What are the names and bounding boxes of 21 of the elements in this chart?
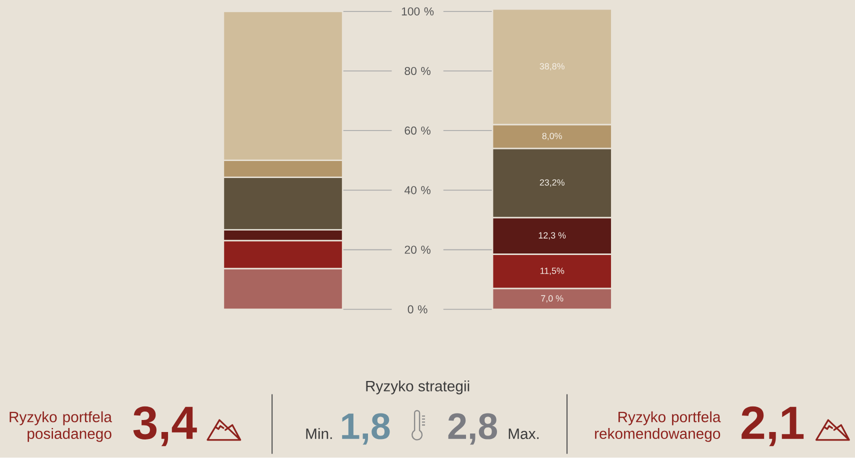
text: 2,8: [448, 413, 498, 445]
data-label: 38,8%: [540, 63, 564, 71]
y-tick-label: 80 %: [404, 67, 430, 76]
text: 2,1: [742, 406, 804, 446]
y-tick-label: 0 %: [408, 305, 428, 314]
data-label: 12,3 %: [538, 232, 566, 240]
data-label: 7,0 %: [541, 295, 564, 303]
data-label: 8,0%: [542, 132, 562, 140]
text: Ryzyko portfela posiadanego: [10, 411, 112, 442]
text: Min.: [306, 428, 332, 440]
text: Ryzyko strategii: [366, 380, 470, 394]
text: Ryzyko portfela rekomendowanego: [595, 411, 721, 442]
y-tick-label: 40 %: [404, 186, 430, 194]
data-label: 23,2%: [540, 179, 564, 187]
text: 1,8: [342, 413, 390, 445]
data-label: 11,5%: [540, 268, 564, 276]
y-tick-label: 100 %: [402, 7, 434, 16]
text: Max.: [508, 428, 539, 440]
y-tick-label: 60 %: [404, 126, 430, 135]
y-tick-label: 20 %: [404, 246, 430, 254]
text: 3,4: [133, 406, 197, 446]
